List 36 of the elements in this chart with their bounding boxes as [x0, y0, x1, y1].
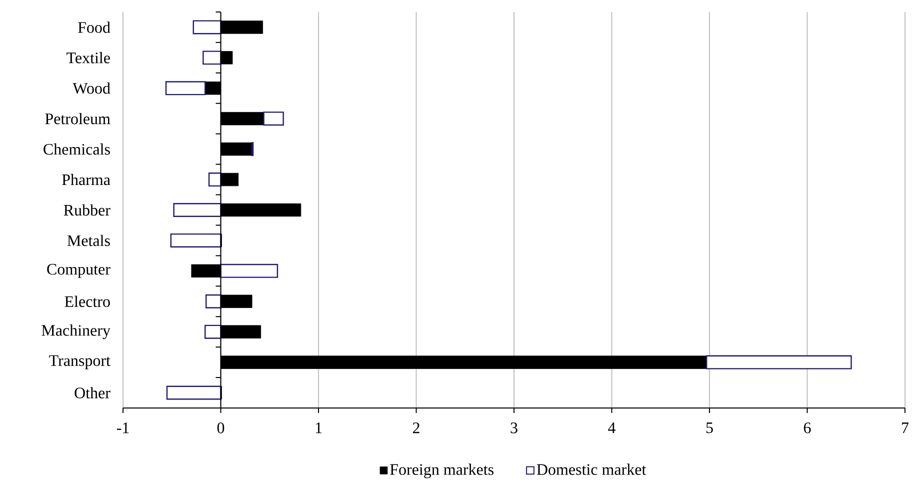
bar [166, 386, 222, 400]
y-tick-label: Wood [72, 82, 110, 94]
x-tick-label: 4 [608, 422, 616, 434]
bar [205, 294, 222, 308]
bar [170, 233, 222, 248]
x-tick-label: 0 [217, 422, 224, 434]
y-tick-label: Other [74, 387, 110, 398]
bar [173, 202, 222, 217]
y-tick-label: Transport [49, 355, 110, 370]
bar [706, 355, 852, 370]
y-tick-label: Metals [67, 234, 110, 246]
x-tick-label: 3 [510, 422, 518, 434]
bar [208, 172, 222, 187]
y-tick-label: Food [78, 22, 110, 33]
x-tick-label: 5 [706, 422, 713, 434]
y-tick-label: Electro [64, 296, 110, 307]
x-tick-label: 6 [804, 422, 811, 434]
bar [165, 81, 206, 96]
y-tick-label: Textile [66, 52, 110, 64]
bar [204, 324, 222, 339]
bar [192, 20, 222, 34]
legend-label: Foreign markets [390, 464, 494, 478]
y-tick-label: Rubber [64, 204, 110, 216]
bar [202, 50, 222, 65]
y-tick-label: Pharma [62, 174, 110, 186]
y-tick-label: Petroleum [45, 112, 110, 124]
y-tick-label: Chemicals [44, 143, 110, 155]
x-tick-label: 1 [316, 422, 322, 434]
x-tick-label: 2 [412, 422, 420, 434]
bar [220, 264, 278, 278]
bar [263, 112, 284, 126]
x-tick-label: -1 [116, 422, 129, 434]
y-tick-label: Machinery [42, 324, 110, 340]
x-tick-label: 7 [902, 422, 909, 433]
y-tick-label: Computer [47, 264, 110, 278]
legend-label: Domestic market [536, 464, 646, 475]
